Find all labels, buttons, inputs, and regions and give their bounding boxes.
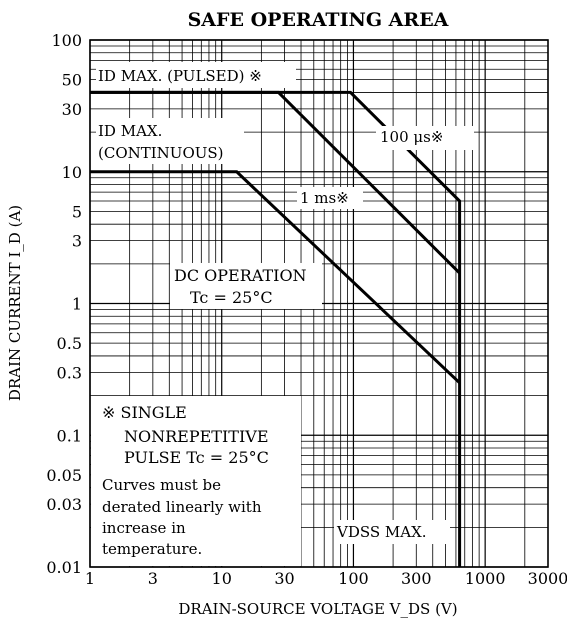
footnote-text: ※ SINGLE (102, 403, 187, 422)
label-bg (297, 187, 363, 209)
label-bg (96, 62, 296, 88)
plot-border (89, 39, 549, 568)
y-tick-label: 0.01 (46, 558, 82, 577)
footnote-text: temperature. (102, 540, 202, 558)
y-tick-label: 0.1 (57, 426, 82, 445)
series-label-1ms: 1 ms※ (300, 189, 349, 207)
tick-labels: 1 3 10 30 100 300 1000 3000 100 50 30 10 5 3 1 0.5 0.3 0.… (46, 31, 567, 588)
y-tick-label: 0.05 (46, 466, 82, 485)
label-bg (96, 118, 244, 164)
series-label-dc: Tc = 25°C (190, 288, 273, 307)
footnote-text: NONREPETITIVE (124, 427, 269, 446)
chart-title: SAFE OPERATING AREA (188, 9, 449, 31)
series-line-2 (90, 170, 461, 384)
y-tick-label: 0.03 (46, 495, 82, 514)
x-tick-label: 3000 (528, 569, 567, 588)
footnote-text: derated linearly with (102, 498, 262, 516)
x-tick-label: 1 (85, 569, 95, 588)
y-axis-label: DRAIN CURRENT I_D (A) (6, 205, 24, 401)
x-tick-label: 100 (338, 569, 369, 588)
vdss-max-label: VDSS MAX. (336, 523, 427, 541)
label-bg (376, 126, 474, 150)
y-tick-label: 30 (62, 100, 82, 119)
y-tick-label: 10 (62, 163, 82, 182)
y-tick-label: 0.5 (57, 334, 82, 353)
x-tick-label: 300 (401, 569, 432, 588)
x-tick-label: 30 (274, 569, 294, 588)
footnote-text: Curves must be (102, 476, 221, 494)
y-tick-label: 1 (72, 295, 82, 314)
id-max-pulsed-label: ID MAX. (PULSED) ※ (98, 67, 262, 85)
y-tick-label: 50 (62, 71, 82, 90)
x-tick-label: 1000 (465, 569, 506, 588)
x-axis-label: DRAIN-SOURCE VOLTAGE V_DS (V) (178, 600, 457, 618)
y-tick-label: 100 (51, 31, 82, 50)
y-tick-label: 3 (72, 232, 82, 251)
series-line-1 (90, 90, 461, 275)
x-tick-label: 10 (212, 569, 232, 588)
series-label-100us: 100 μs※ (380, 128, 443, 146)
label-bg (170, 263, 322, 309)
label-bg (91, 396, 301, 566)
id-max-continuous-label: ID MAX. (98, 122, 162, 140)
y-tick-label: 0.3 (57, 363, 82, 382)
footnote-text: increase in (102, 519, 186, 537)
id-max-continuous-label: (CONTINUOUS) (98, 144, 224, 162)
footnote-text: PULSE Tc = 25°C (124, 448, 269, 467)
annotations: ID MAX. (PULSED) ※ ID MAX. (CONTINUOUS) 100… (91, 62, 474, 566)
label-bg (334, 520, 450, 544)
series-label-dc: DC OPERATION (174, 266, 307, 285)
x-tick-label: 3 (148, 569, 158, 588)
y-tick-label: 5 (72, 202, 82, 221)
